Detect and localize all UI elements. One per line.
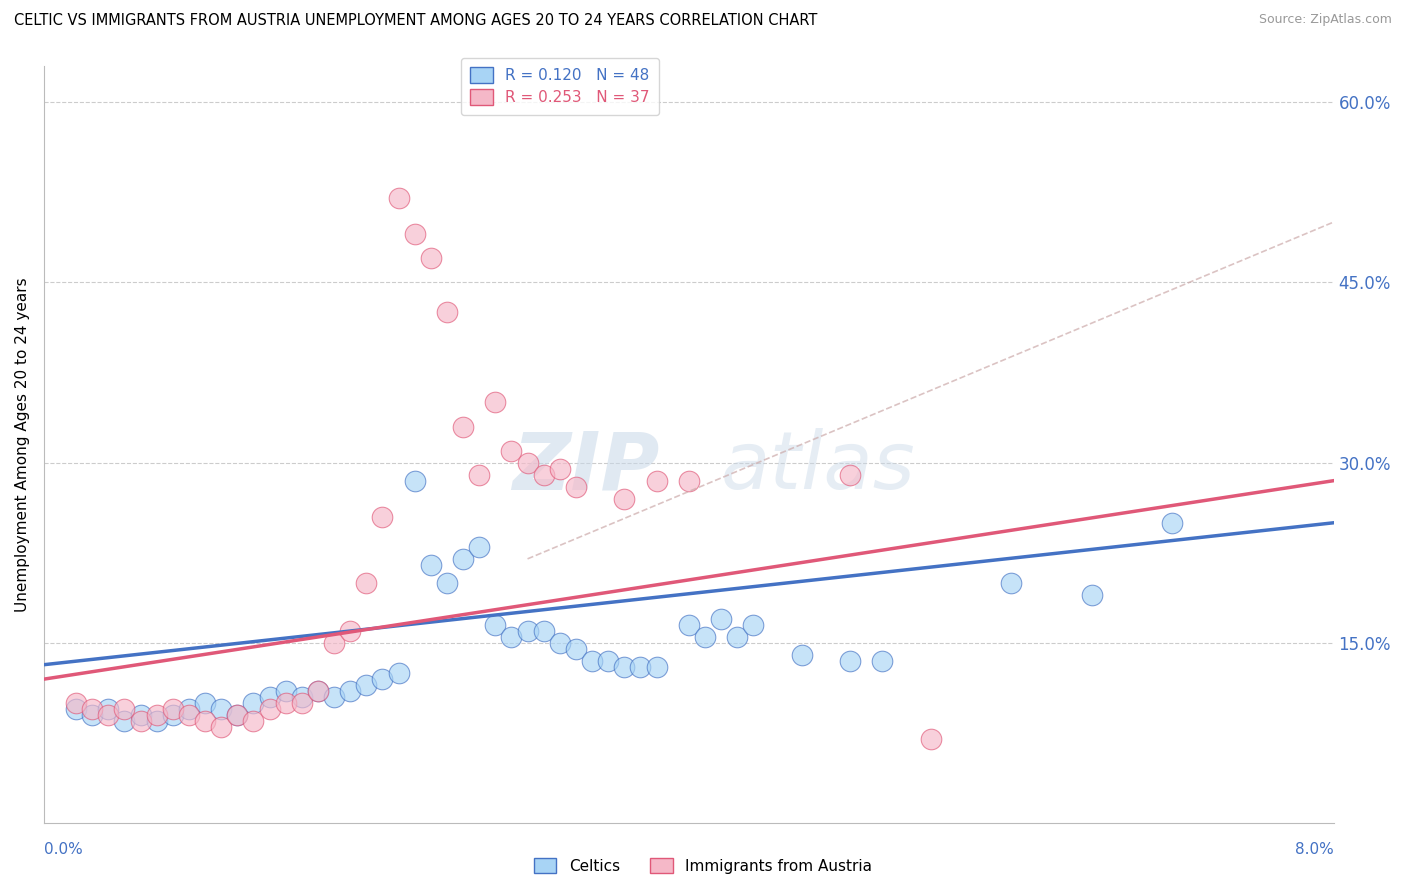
Point: [451, 552, 474, 566]
Point: [839, 654, 862, 668]
Point: [226, 708, 249, 723]
Point: [404, 474, 426, 488]
Point: [548, 461, 571, 475]
Point: [419, 251, 441, 265]
Point: [242, 714, 264, 729]
Point: [145, 708, 167, 723]
Point: [97, 708, 120, 723]
Point: [145, 714, 167, 729]
Point: [710, 612, 733, 626]
Point: [678, 618, 700, 632]
Point: [613, 491, 636, 506]
Point: [371, 672, 394, 686]
Point: [194, 714, 217, 729]
Text: ZIP: ZIP: [512, 428, 659, 507]
Point: [501, 443, 523, 458]
Point: [516, 456, 538, 470]
Point: [598, 654, 620, 668]
Point: [451, 419, 474, 434]
Point: [177, 708, 200, 723]
Point: [82, 708, 104, 723]
Point: [162, 708, 184, 723]
Text: 8.0%: 8.0%: [1295, 842, 1334, 857]
Point: [291, 696, 314, 710]
Point: [209, 702, 232, 716]
Point: [1081, 588, 1104, 602]
Point: [226, 708, 249, 723]
Point: [129, 714, 152, 729]
Point: [387, 666, 409, 681]
Point: [323, 636, 346, 650]
Point: [259, 702, 281, 716]
Legend: Celtics, Immigrants from Austria: Celtics, Immigrants from Austria: [527, 852, 879, 880]
Point: [920, 732, 942, 747]
Point: [645, 660, 668, 674]
Point: [628, 660, 651, 674]
Point: [501, 630, 523, 644]
Point: [484, 395, 506, 409]
Point: [307, 684, 329, 698]
Point: [387, 191, 409, 205]
Point: [742, 618, 765, 632]
Point: [484, 618, 506, 632]
Point: [356, 678, 378, 692]
Point: [678, 474, 700, 488]
Point: [548, 636, 571, 650]
Y-axis label: Unemployment Among Ages 20 to 24 years: Unemployment Among Ages 20 to 24 years: [15, 277, 30, 612]
Point: [565, 642, 588, 657]
Point: [870, 654, 893, 668]
Text: Source: ZipAtlas.com: Source: ZipAtlas.com: [1258, 13, 1392, 27]
Point: [209, 720, 232, 734]
Point: [339, 684, 361, 698]
Text: atlas: atlas: [720, 428, 915, 507]
Point: [114, 702, 136, 716]
Point: [194, 696, 217, 710]
Point: [162, 702, 184, 716]
Point: [259, 690, 281, 705]
Point: [565, 480, 588, 494]
Point: [468, 540, 491, 554]
Point: [533, 467, 555, 482]
Point: [1000, 575, 1022, 590]
Point: [323, 690, 346, 705]
Point: [725, 630, 748, 644]
Point: [419, 558, 441, 572]
Point: [339, 624, 361, 638]
Point: [1161, 516, 1184, 530]
Point: [274, 684, 297, 698]
Point: [839, 467, 862, 482]
Text: 0.0%: 0.0%: [44, 842, 83, 857]
Point: [645, 474, 668, 488]
Point: [274, 696, 297, 710]
Point: [65, 696, 87, 710]
Point: [371, 509, 394, 524]
Point: [533, 624, 555, 638]
Point: [242, 696, 264, 710]
Point: [790, 648, 813, 662]
Legend: R = 0.120   N = 48, R = 0.253   N = 37: R = 0.120 N = 48, R = 0.253 N = 37: [461, 58, 659, 114]
Point: [693, 630, 716, 644]
Point: [436, 575, 458, 590]
Point: [65, 702, 87, 716]
Point: [291, 690, 314, 705]
Point: [468, 467, 491, 482]
Point: [129, 708, 152, 723]
Point: [307, 684, 329, 698]
Point: [356, 575, 378, 590]
Point: [97, 702, 120, 716]
Text: CELTIC VS IMMIGRANTS FROM AUSTRIA UNEMPLOYMENT AMONG AGES 20 TO 24 YEARS CORRELA: CELTIC VS IMMIGRANTS FROM AUSTRIA UNEMPL…: [14, 13, 817, 29]
Point: [404, 227, 426, 241]
Point: [114, 714, 136, 729]
Point: [177, 702, 200, 716]
Point: [613, 660, 636, 674]
Point: [82, 702, 104, 716]
Point: [516, 624, 538, 638]
Point: [436, 305, 458, 319]
Point: [581, 654, 603, 668]
